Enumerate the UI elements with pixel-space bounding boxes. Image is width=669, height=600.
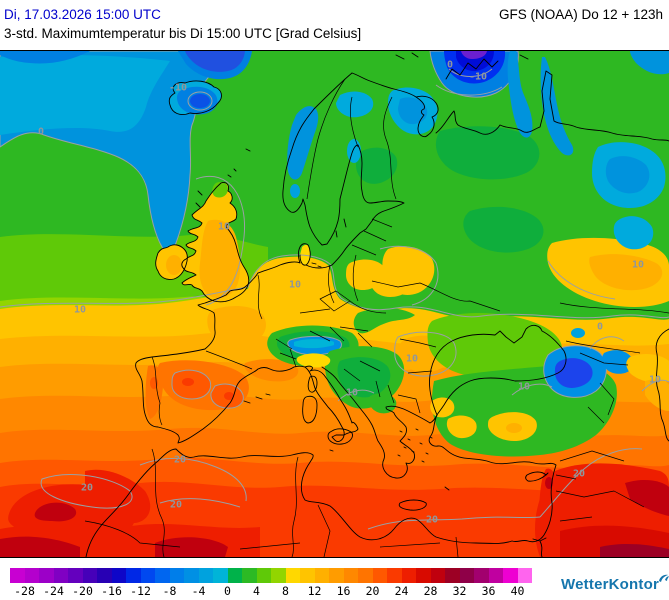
temperature-map-graphic: [0, 51, 669, 557]
color-scale-segment: [10, 568, 25, 583]
scale-tick-label: 12: [307, 584, 322, 598]
logo-swoosh-icon: [658, 571, 669, 588]
color-scale-segment: [459, 568, 474, 583]
color-scale-segment: [68, 568, 83, 583]
color-scale-segment: [358, 568, 373, 583]
scale-tick-label: 24: [394, 584, 409, 598]
color-scale-segment: [82, 568, 97, 583]
color-scale-segment: [111, 568, 126, 583]
color-scale-segment: [430, 568, 445, 583]
color-scale-segment: [271, 568, 286, 583]
scale-tick-label: -12: [130, 584, 151, 598]
color-scale-segment: [343, 568, 358, 583]
color-scale-segment: [503, 568, 518, 583]
color-scale-segment: [401, 568, 416, 583]
scale-tick-label: 28: [423, 584, 438, 598]
color-scale-segment: [329, 568, 344, 583]
color-scale-segment: [300, 568, 315, 583]
weather-map: 0 -10 0 -10 10 10 10 10 10 10 0 10 10 20 20 20 20 20: [0, 50, 669, 558]
color-scale-segment: [256, 568, 271, 583]
color-scale-segment: [474, 568, 489, 583]
model-run-info: GFS (NOAA) Do 12 + 123h: [499, 7, 663, 22]
scale-tick-label: -28: [14, 584, 35, 598]
wetterkontor-logo[interactable]: WetterKontor: [561, 574, 669, 593]
temperature-scale-ticks: -28 -24 -20 -16 -12 -8 -4 0 4 8 12 16 20 24 28 32 36 40: [0, 584, 669, 598]
scale-tick-label: -8: [162, 584, 177, 598]
color-scale-segment: [387, 568, 402, 583]
color-scale-segment: [97, 568, 112, 583]
scale-tick-label: 32: [452, 584, 467, 598]
scale-tick-label: 4: [253, 584, 260, 598]
map-title: 3-std. Maximumtemperatur bis Di 15:00 UT…: [4, 26, 362, 41]
logo-text: WetterKontor: [561, 576, 659, 593]
scale-tick-label: 36: [481, 584, 496, 598]
temperature-color-scale: [10, 568, 532, 583]
color-scale-segment: [198, 568, 213, 583]
color-scale-segment: [488, 568, 503, 583]
color-scale-segment: [227, 568, 242, 583]
scale-tick-label: 40: [510, 584, 525, 598]
color-scale-segment: [140, 568, 155, 583]
scale-tick-label: -4: [191, 584, 206, 598]
scale-tick-label: -20: [72, 584, 93, 598]
color-scale-segment: [126, 568, 141, 583]
color-scale-segment: [184, 568, 199, 583]
color-scale-segment: [416, 568, 431, 583]
color-scale-segment: [213, 568, 228, 583]
color-scale-segment: [517, 568, 532, 583]
scale-tick-label: 0: [224, 584, 231, 598]
color-scale-segment: [39, 568, 54, 583]
scale-tick-label: 16: [336, 584, 351, 598]
color-scale-segment: [242, 568, 257, 583]
scale-tick-label: 20: [365, 584, 380, 598]
color-scale-segment: [314, 568, 329, 583]
scale-tick-label: -24: [43, 584, 64, 598]
forecast-datetime: Di, 17.03.2026 15:00 UTC: [4, 7, 161, 22]
color-scale-segment: [24, 568, 39, 583]
scale-tick-label: -16: [101, 584, 122, 598]
color-scale-segment: [372, 568, 387, 583]
color-scale-segment: [445, 568, 460, 583]
color-scale-segment: [155, 568, 170, 583]
color-scale-segment: [285, 568, 300, 583]
color-scale-segment: [169, 568, 184, 583]
header-row: Di, 17.03.2026 15:00 UTC GFS (NOAA) Do 1…: [4, 7, 665, 23]
scale-tick-label: 8: [282, 584, 289, 598]
color-scale-segment: [53, 568, 68, 583]
